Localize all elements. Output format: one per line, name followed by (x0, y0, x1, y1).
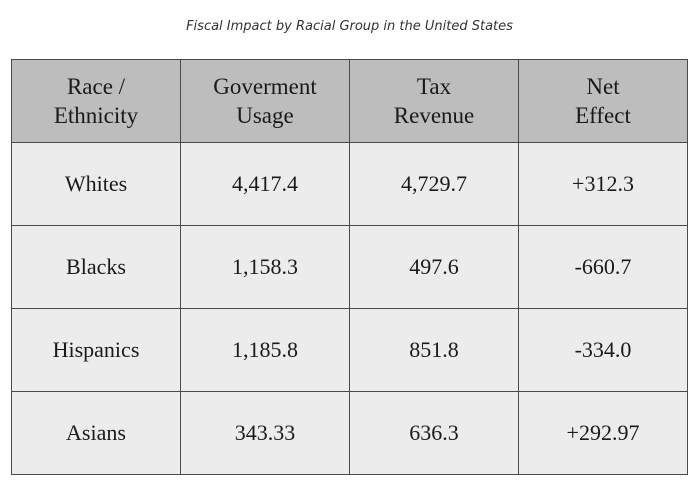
header-net-effect: Net Effect (518, 59, 688, 143)
header-race-ethnicity: Race / Ethnicity (11, 59, 181, 143)
header-label-line: Usage (236, 103, 294, 128)
table-caption: Fiscal Impact by Racial Group in the Uni… (186, 19, 513, 34)
header-label-line: Race / (66, 74, 126, 99)
cell-net-effect: -334.0 (518, 308, 688, 392)
table-row: Hispanics 1,185.8 851.8 -334.0 (11, 308, 688, 392)
table-row: Asians 343.33 636.3 +292.97 (11, 391, 688, 475)
cell-government-usage: 1,158.3 (180, 225, 350, 309)
table-row: Blacks 1,158.3 497.6 -660.7 (11, 225, 688, 309)
header-tax-revenue: Tax Revenue (349, 59, 519, 143)
cell-net-effect: +292.97 (518, 391, 688, 475)
header-label-line: Effect (575, 103, 631, 128)
cell-tax-revenue: 636.3 (349, 391, 519, 475)
header-label-line: Goverment (213, 74, 317, 99)
cell-group: Hispanics (11, 308, 181, 392)
cell-tax-revenue: 851.8 (349, 308, 519, 392)
header-label-line: Ethnicity (53, 103, 139, 128)
header-label-line: Net (586, 74, 620, 99)
cell-net-effect: +312.3 (518, 142, 688, 226)
cell-group: Whites (11, 142, 181, 226)
table-row: Whites 4,417.4 4,729.7 +312.3 (11, 142, 688, 226)
cell-tax-revenue: 4,729.7 (349, 142, 519, 226)
cell-group: Blacks (11, 225, 181, 309)
cell-net-effect: -660.7 (518, 225, 688, 309)
cell-tax-revenue: 497.6 (349, 225, 519, 309)
header-label-line: Revenue (393, 103, 475, 128)
cell-government-usage: 1,185.8 (180, 308, 350, 392)
header-row: Race / Ethnicity Goverment Usage Tax Rev… (11, 59, 688, 143)
cell-government-usage: 4,417.4 (180, 142, 350, 226)
header-government-usage: Goverment Usage (180, 59, 350, 143)
fiscal-impact-table: Race / Ethnicity Goverment Usage Tax Rev… (11, 59, 688, 475)
cell-government-usage: 343.33 (180, 391, 350, 475)
header-label-line: Tax (416, 74, 452, 99)
cell-group: Asians (11, 391, 181, 475)
